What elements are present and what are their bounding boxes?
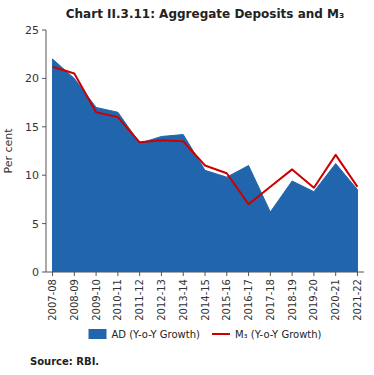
y-tick-label: 5 xyxy=(32,218,39,231)
x-tick xyxy=(117,272,118,276)
y-tick-label: 20 xyxy=(25,72,39,85)
x-tick xyxy=(248,272,249,276)
x-tick xyxy=(139,272,140,276)
y-tick xyxy=(42,175,46,176)
x-tick-label: 2019-20 xyxy=(308,279,319,321)
x-tick xyxy=(226,272,227,276)
x-tick-label: 2009-10 xyxy=(91,279,102,321)
y-tick xyxy=(42,126,46,127)
x-tick-label: 2014-15 xyxy=(200,279,211,321)
source-note: Source: RBI. xyxy=(30,356,99,367)
line xyxy=(53,67,358,204)
x-tick-label: 2015-16 xyxy=(221,279,232,321)
x-tick-label: 2016-17 xyxy=(243,279,254,321)
x-tick xyxy=(74,272,75,276)
x-tick xyxy=(96,272,97,276)
x-tick xyxy=(183,272,184,276)
y-tick-label: 0 xyxy=(32,266,39,279)
x-tick-label: 2011-12 xyxy=(134,279,145,321)
y-tick xyxy=(42,223,46,224)
x-tick xyxy=(205,272,206,276)
y-tick xyxy=(42,272,46,273)
y-axis-label: Per cent xyxy=(2,128,15,174)
legend-label: M₃ (Y-o-Y Growth) xyxy=(235,329,322,340)
chart: Chart II.3.11: Aggregate Deposits and M₃… xyxy=(0,0,374,375)
x-tick-label: 2010-11 xyxy=(112,279,123,321)
legend-swatch xyxy=(89,329,107,339)
legend-label: AD (Y-o-Y Growth) xyxy=(112,329,201,340)
x-tick-label: 2017-18 xyxy=(265,279,276,321)
y-tick xyxy=(42,78,46,79)
x-tick-label: 2007-08 xyxy=(47,279,58,321)
x-tick xyxy=(335,272,336,276)
area xyxy=(53,59,358,272)
y-tick xyxy=(42,30,46,31)
x-tick-label: 2021-22 xyxy=(352,279,363,321)
x-tick-label: 2013-14 xyxy=(178,279,189,321)
y-tick-label: 15 xyxy=(25,121,39,134)
legend: AD (Y-o-Y Growth) M₃ (Y-o-Y Growth) xyxy=(89,329,322,340)
x-tick xyxy=(52,272,53,276)
x-tick xyxy=(313,272,314,276)
y-tick-label: 25 xyxy=(25,24,39,37)
y-tick-label: 10 xyxy=(25,169,39,182)
x-tick xyxy=(357,272,358,276)
title: Chart II.3.11: Aggregate Deposits and M₃ xyxy=(66,7,344,21)
x-tick-label: 2018-19 xyxy=(287,279,298,321)
x-tick xyxy=(270,272,271,276)
x-tick xyxy=(161,272,162,276)
x-tick-label: 2012-13 xyxy=(156,279,167,321)
x-tick-label: 2020-21 xyxy=(330,279,341,321)
y-axis xyxy=(46,30,47,272)
x-tick-label: 2008-09 xyxy=(69,279,80,321)
plot-area xyxy=(53,59,358,272)
x-tick xyxy=(292,272,293,276)
legend-swatch xyxy=(212,333,230,335)
